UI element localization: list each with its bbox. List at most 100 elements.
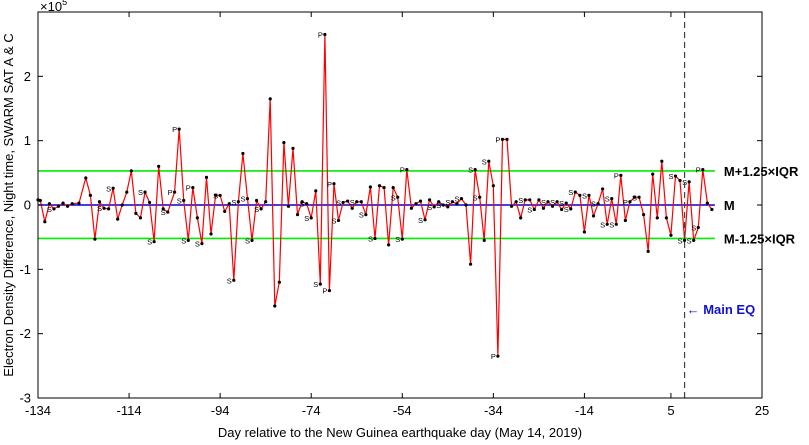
data-point	[619, 173, 623, 178]
data-point	[245, 196, 250, 201]
data-point	[573, 190, 577, 194]
data-point	[204, 175, 209, 179]
point-label: S	[304, 214, 309, 223]
y-tick-label: -3	[19, 391, 31, 406]
point-label: S	[605, 195, 610, 204]
data-point	[102, 206, 106, 210]
point-label: S	[427, 203, 432, 212]
data-point	[569, 207, 573, 211]
data-point	[147, 200, 152, 205]
data-point	[418, 199, 423, 203]
point-label: S	[468, 166, 473, 175]
data-point	[701, 168, 705, 172]
event-label: ← Main EQ	[687, 302, 756, 317]
data-point	[614, 222, 618, 226]
data-point	[437, 200, 441, 204]
data-point	[642, 213, 646, 217]
data-point	[223, 209, 227, 214]
data-point	[468, 262, 473, 266]
data-point	[111, 186, 115, 190]
point-label: S	[550, 198, 555, 207]
data-point	[129, 169, 133, 173]
data-point	[56, 204, 61, 208]
point-label: S	[541, 198, 546, 207]
point-label: S	[240, 195, 245, 204]
data-point	[664, 216, 668, 220]
data-point	[591, 214, 596, 218]
point-label: S	[418, 216, 423, 225]
data-point	[473, 168, 477, 172]
point-label: S	[678, 236, 683, 245]
data-point	[93, 237, 97, 241]
data-point	[254, 198, 259, 203]
point-label: S	[691, 224, 696, 233]
data-point	[377, 184, 382, 188]
data-point	[550, 204, 555, 208]
point-label: S	[254, 205, 259, 214]
data-point	[646, 249, 650, 253]
point-label: S	[564, 205, 569, 214]
point-label: S	[106, 184, 111, 193]
data-series	[36, 32, 714, 358]
point-label: S	[518, 196, 523, 205]
data-point	[47, 202, 51, 206]
x-tick-label: -114	[117, 403, 142, 418]
point-label: S	[97, 204, 102, 213]
point-label: S	[138, 188, 143, 197]
data-point	[496, 354, 500, 358]
y-axis-title: Electron Density Difference, Night time,…	[1, 33, 16, 376]
point-label: S	[213, 191, 218, 200]
data-point	[314, 189, 318, 193]
data-point	[309, 216, 313, 220]
point-label: S	[591, 200, 596, 209]
point-label: P	[327, 180, 332, 189]
data-point	[259, 207, 263, 211]
data-point	[250, 238, 254, 242]
x-tick-label: -54	[393, 403, 412, 418]
data-point	[537, 198, 541, 202]
data-point	[605, 222, 609, 226]
data-point	[232, 278, 236, 282]
reference-line-label: M	[724, 198, 735, 213]
data-point	[264, 200, 268, 204]
x-tick-label: 25	[755, 403, 769, 418]
point-label: S	[395, 235, 400, 244]
data-point	[564, 201, 568, 205]
data-point	[350, 206, 354, 210]
x-tick-label: -34	[484, 403, 503, 418]
data-point	[52, 207, 56, 211]
data-point	[427, 198, 432, 202]
data-point	[487, 159, 491, 163]
data-point	[628, 200, 632, 204]
data-point	[587, 193, 591, 197]
data-point	[692, 238, 696, 242]
point-label: S	[161, 208, 166, 217]
point-label: S	[668, 172, 673, 181]
point-label: S	[231, 198, 236, 207]
axis-ticks: -134 -114 -94 -74 -54 -34 -14 5 25 -3 -2 -1 0 1 2	[19, 12, 769, 418]
point-label: P	[168, 188, 173, 197]
data-point	[441, 203, 445, 207]
point-label: S	[368, 234, 373, 243]
data-point	[532, 207, 536, 212]
data-point	[655, 216, 659, 220]
point-label: S	[568, 188, 573, 197]
data-point	[295, 213, 300, 217]
data-point	[660, 159, 664, 163]
data-point	[106, 207, 111, 211]
y-exponent-label: ×105	[40, 0, 67, 14]
data-point	[291, 146, 295, 150]
x-tick-label: -74	[302, 403, 321, 418]
data-point	[610, 196, 614, 201]
x-tick-label: -134	[25, 403, 51, 418]
data-point	[423, 218, 427, 222]
data-point	[514, 200, 518, 204]
point-label: P	[172, 125, 177, 134]
data-point	[482, 238, 486, 242]
data-point	[528, 198, 532, 202]
data-point	[327, 288, 332, 293]
data-point	[651, 172, 655, 176]
data-point	[596, 202, 600, 206]
data-point	[387, 243, 391, 247]
